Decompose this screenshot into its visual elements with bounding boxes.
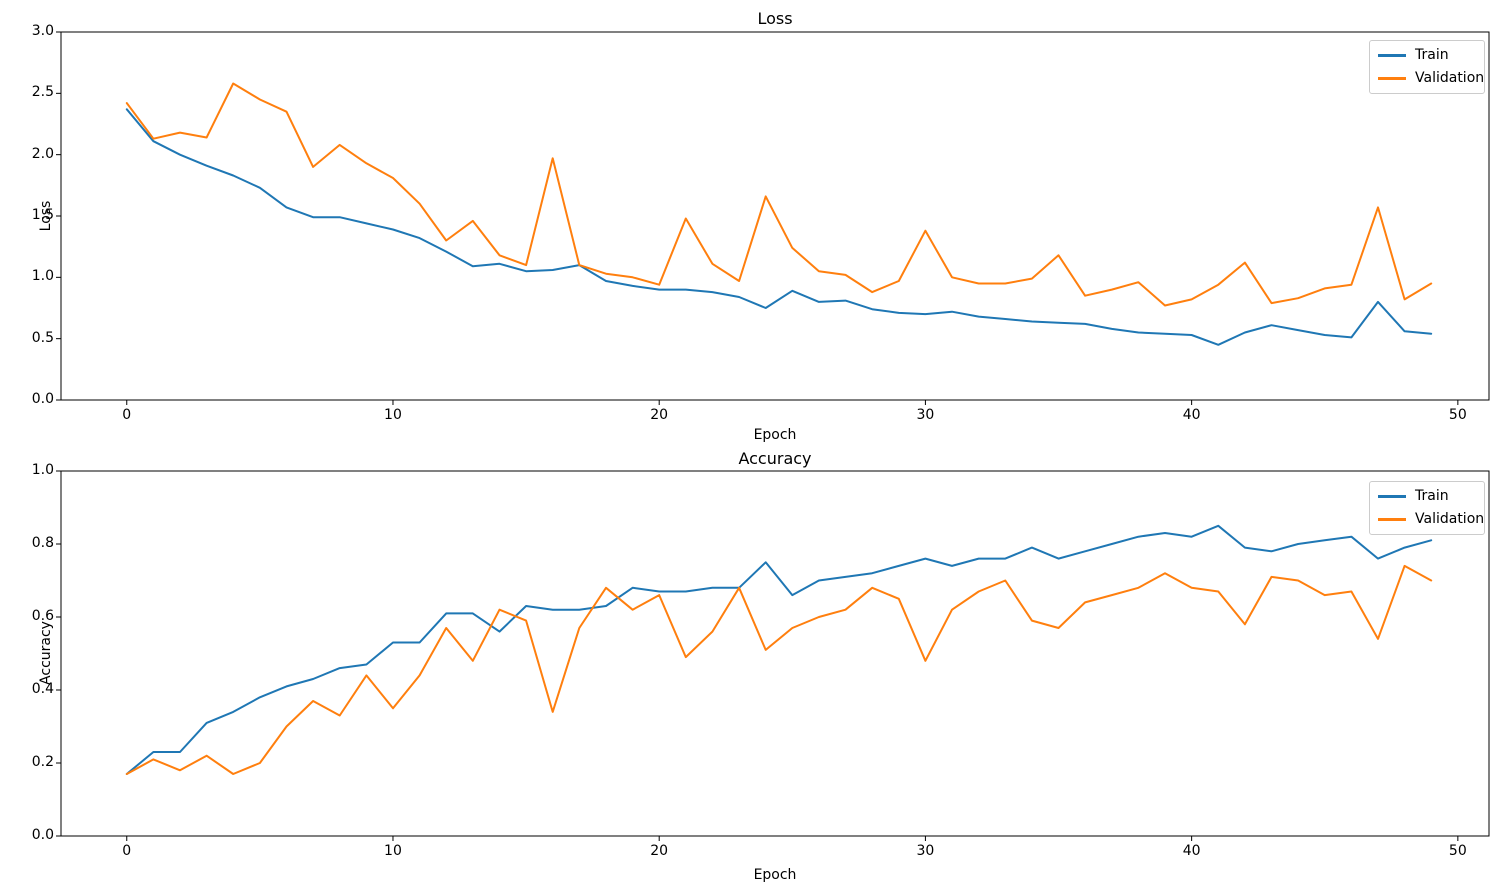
legend-label-train: Train	[1415, 488, 1449, 504]
loss-legend: Train Validation	[1369, 40, 1485, 94]
x-tick-label: 10	[384, 843, 402, 859]
x-tick-label: 30	[916, 407, 935, 423]
y-tick-label: 0.5	[31, 329, 54, 346]
y-tick-label: 0.0	[31, 827, 54, 843]
accuracy-validation-line	[125, 564, 1433, 775]
accuracy-train-line	[125, 524, 1433, 775]
x-tick-label: 20	[650, 843, 669, 859]
x-tick-label: 0	[122, 407, 132, 423]
accuracy-chart-title: Accuracy	[738, 449, 812, 468]
y-tick-label: 0.2	[31, 754, 54, 770]
validation-line-swatch	[1378, 518, 1406, 521]
y-tick-label: 0.8	[31, 535, 54, 551]
loss-chart-title: Loss	[757, 9, 793, 28]
x-tick-label: 10	[384, 407, 402, 423]
loss-validation-line	[125, 82, 1433, 307]
accuracy-y-axis-label: Accuracy	[38, 621, 54, 685]
loss-train-line	[125, 108, 1433, 346]
y-tick-label: 2.0	[31, 145, 54, 162]
y-tick-label: 3.0	[31, 23, 54, 39]
y-tick-label: 0.0	[31, 391, 54, 407]
x-tick-label: 30	[916, 843, 935, 859]
y-tick-label: 0.6	[31, 608, 54, 624]
legend-label-train: Train	[1415, 47, 1449, 63]
validation-line-swatch	[1378, 77, 1406, 80]
accuracy-legend: Train Validation	[1369, 481, 1485, 535]
y-tick-label: 1.0	[31, 268, 54, 285]
loss-legend-entry-validation: Validation	[1378, 70, 1484, 87]
x-tick-label: 40	[1182, 843, 1201, 859]
accuracy-legend-entry-validation: Validation	[1378, 511, 1484, 528]
accuracy-x-axis-label: Epoch	[753, 867, 797, 883]
x-tick-label: 50	[1448, 843, 1467, 859]
x-tick-label: 50	[1448, 407, 1467, 423]
loss-x-axis-label: Epoch	[753, 427, 797, 443]
y-tick-label: 1.0	[31, 462, 54, 478]
y-tick-label: 2.5	[31, 84, 54, 101]
accuracy-legend-entry-train: Train	[1378, 488, 1476, 505]
x-tick-label: 40	[1182, 407, 1201, 423]
loss-legend-entry-train: Train	[1378, 47, 1476, 64]
train-line-swatch	[1378, 54, 1406, 57]
train-line-swatch	[1378, 495, 1406, 498]
y-tick-label: 1.5	[31, 207, 54, 223]
x-tick-label: 0	[122, 843, 132, 859]
legend-label-validation: Validation	[1415, 511, 1485, 527]
legend-label-validation: Validation	[1415, 70, 1485, 86]
x-tick-label: 20	[650, 407, 669, 423]
accuracy-plot-border	[60, 470, 1490, 837]
y-tick-label: 0.4	[31, 681, 54, 697]
